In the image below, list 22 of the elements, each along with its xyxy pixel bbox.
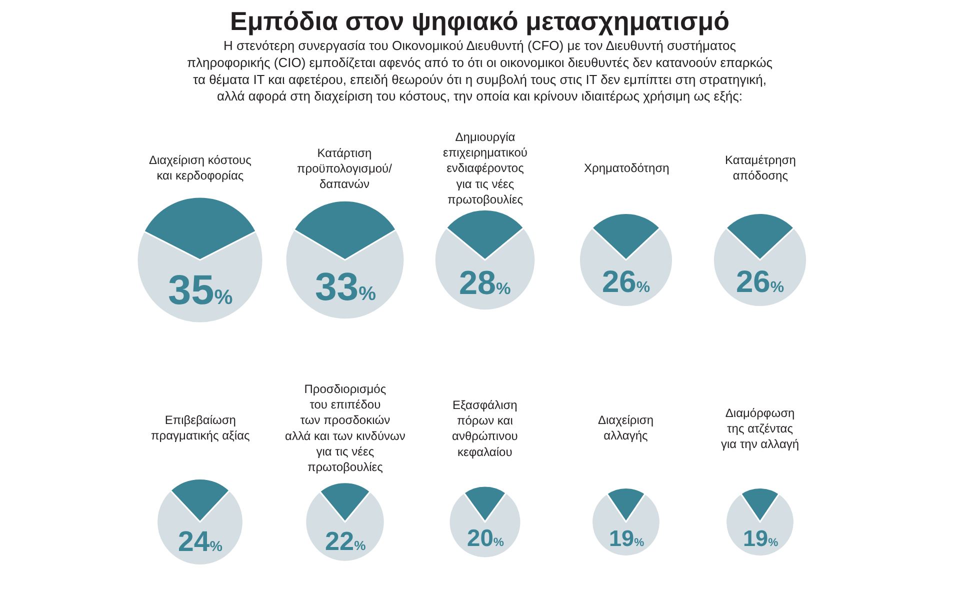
chart-title: Εξασφάλιση πόρων και ανθρώπινου κεφαλαίου bbox=[452, 398, 518, 459]
text: Εμπόδια στον ψηφιακό μετασχηματισμό bbox=[230, 6, 730, 36]
text: 24% bbox=[178, 526, 223, 558]
chart-title: Καταμέτρηση απόδοσης bbox=[725, 153, 796, 183]
chart-title: Διαχείριση κόστους και κερδοφορίας bbox=[149, 153, 252, 183]
text: 20% bbox=[467, 525, 504, 552]
text: 22% bbox=[325, 526, 366, 556]
chart-title: Διαμόρφωση της ατζέντας για την αλλαγή bbox=[721, 406, 800, 452]
text: 19% bbox=[743, 526, 778, 551]
text: 33% bbox=[315, 266, 376, 309]
text: 28% bbox=[459, 265, 511, 302]
text: 35% bbox=[168, 266, 233, 313]
chart-title: Προσδιορισμός του επιπέδου των προσδοκιών αλλά και των κινδύνων για τις νέες πρωτοβουλίες bbox=[285, 382, 406, 474]
chart-title: Διαχείριση αλλαγής bbox=[598, 413, 654, 443]
text: 19% bbox=[609, 526, 644, 551]
chart-title: Επιβεβαίωση πραγματικής αξίας bbox=[151, 413, 250, 443]
text: Η στενότερη συνεργασία του Οικονομικού Διευθυντή (CFO) με τον Διευθυντή συστήματος πληροφορικής (CIO) εμποδίζεται αφενός από το ότι οι οικονομικοι διευθυντές δεν κατανοούν επαρκώς τα θέματα IT και αφετέρου, επειδή θεωρούν ότι η συμβολή τους στις IT δεν εμπίπτει στη στρατηγική, αλλά αφορά στη διαχείριση του κόστους, την οποία και κρίνουν ιδιαιτέρως χρήσιμη ως εξής: bbox=[187, 38, 772, 104]
text: 26% bbox=[736, 264, 784, 299]
text: 26% bbox=[602, 264, 650, 299]
chart-title: Κατάρτιση προϋπολογισμού/ δαπανών bbox=[297, 146, 393, 192]
chart-title: Χρηματοδότηση bbox=[584, 161, 670, 175]
chart-title: Δημιουργία επιχειρηματικού ενδιαφέροντος για τις νέες πρωτοβουλίες bbox=[443, 130, 528, 206]
